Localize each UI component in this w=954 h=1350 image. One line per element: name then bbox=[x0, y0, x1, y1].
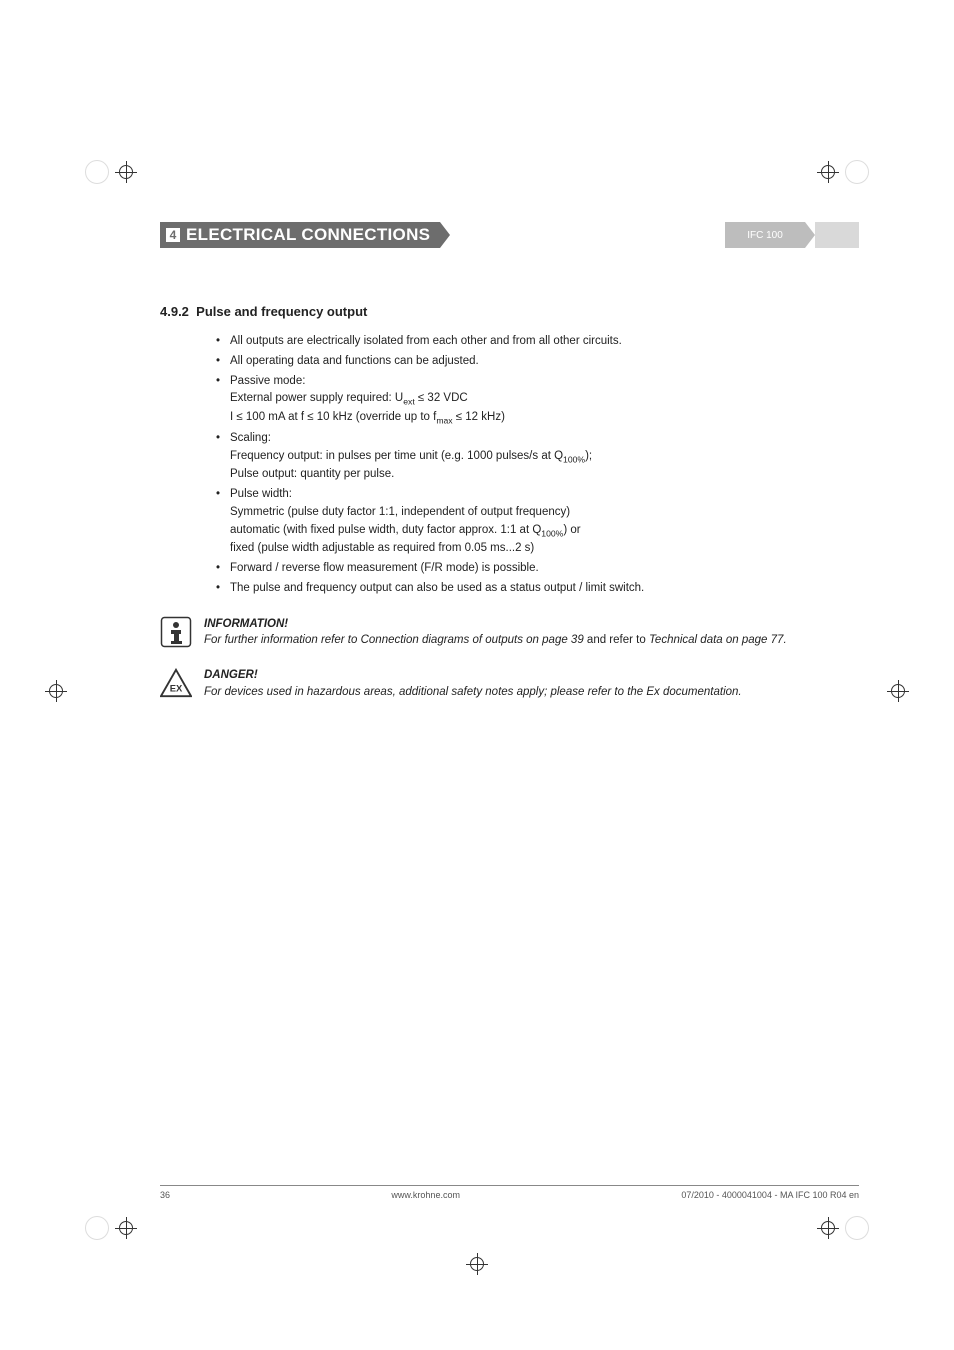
reg-mark-top-right bbox=[817, 160, 869, 184]
footer-site: www.krohne.com bbox=[391, 1190, 460, 1200]
page: 4 ELECTRICAL CONNECTIONS IFC 100 4.9.2 P… bbox=[0, 0, 954, 1350]
list-item-subline: I ≤ 100 mA at f ≤ 10 kHz (override up to… bbox=[230, 409, 859, 428]
list-item-lead: All operating data and functions can be … bbox=[230, 355, 479, 367]
list-item: All outputs are electrically isolated fr… bbox=[216, 333, 859, 351]
danger-note: EX DANGER! For devices used in hazardous… bbox=[160, 667, 859, 700]
list-item-subline: External power supply required: Uext ≤ 3… bbox=[230, 390, 859, 409]
list-item-lead: Scaling: bbox=[230, 432, 271, 444]
list-item-subline: automatic (with fixed pulse width, duty … bbox=[230, 522, 859, 541]
info-icon bbox=[160, 616, 192, 648]
footer-docid: 07/2010 - 4000041004 - MA IFC 100 R04 en bbox=[681, 1190, 859, 1200]
section-heading: 4.9.2 Pulse and frequency output bbox=[160, 304, 859, 319]
information-note: INFORMATION! For further information ref… bbox=[160, 616, 859, 649]
list-item: Forward / reverse flow measurement (F/R … bbox=[216, 560, 859, 578]
info-head: INFORMATION! bbox=[204, 616, 787, 633]
info-text-em2: Technical data on page 77 bbox=[649, 634, 784, 646]
device-badge: IFC 100 bbox=[725, 222, 805, 248]
danger-text: For devices used in hazardous areas, add… bbox=[204, 686, 742, 698]
section-title: Pulse and frequency output bbox=[196, 304, 367, 319]
list-item-subline: fixed (pulse width adjustable as require… bbox=[230, 540, 859, 558]
chapter-header: 4 ELECTRICAL CONNECTIONS IFC 100 bbox=[160, 222, 859, 248]
list-item: Scaling: Frequency output: in pulses per … bbox=[216, 430, 859, 484]
section-number: 4.9.2 bbox=[160, 304, 189, 319]
list-item: All operating data and functions can be … bbox=[216, 353, 859, 371]
footer-page-number: 36 bbox=[160, 1190, 170, 1200]
info-text-post: . bbox=[783, 634, 786, 646]
danger-note-body: DANGER! For devices used in hazardous ar… bbox=[204, 667, 742, 700]
ex-danger-icon: EX bbox=[160, 667, 192, 699]
chapter-header-dark: 4 ELECTRICAL CONNECTIONS bbox=[160, 222, 440, 248]
info-text-pre: For further information refer to bbox=[204, 634, 361, 646]
list-item-lead: The pulse and frequency output can also … bbox=[230, 582, 644, 594]
list-item-subline: Pulse output: quantity per pulse. bbox=[230, 466, 859, 484]
chapter-header-gap bbox=[450, 222, 725, 248]
device-badge-arrow bbox=[805, 222, 815, 248]
list-item-subline: Frequency output: in pulses per time uni… bbox=[230, 448, 859, 467]
list-item: Passive mode: External power supply requi… bbox=[216, 373, 859, 428]
danger-head: DANGER! bbox=[204, 667, 742, 684]
content-area: 4 ELECTRICAL CONNECTIONS IFC 100 4.9.2 P… bbox=[160, 222, 859, 700]
list-item: The pulse and frequency output can also … bbox=[216, 580, 859, 598]
information-note-body: INFORMATION! For further information ref… bbox=[204, 616, 787, 649]
bullet-list: All outputs are electrically isolated fr… bbox=[216, 333, 859, 598]
reg-mark-top-left bbox=[85, 160, 137, 184]
info-text: For further information refer to Connect… bbox=[204, 634, 787, 646]
reg-mark-bottom-left bbox=[85, 1216, 137, 1240]
svg-text:EX: EX bbox=[170, 683, 183, 694]
reg-mark-mid-left bbox=[45, 680, 67, 702]
chapter-header-arrow bbox=[440, 222, 450, 248]
list-item: Pulse width: Symmetric (pulse duty factor… bbox=[216, 486, 859, 558]
page-footer: 36 www.krohne.com 07/2010 - 4000041004 -… bbox=[160, 1185, 859, 1200]
reg-mark-bottom-right bbox=[817, 1216, 869, 1240]
list-item-lead: Passive mode: bbox=[230, 375, 305, 387]
chapter-number: 4 bbox=[166, 228, 180, 242]
list-item-lead: All outputs are electrically isolated fr… bbox=[230, 335, 622, 347]
list-item-lead: Pulse width: bbox=[230, 488, 292, 500]
reg-mark-mid-right bbox=[887, 680, 909, 702]
list-item-subline: Symmetric (pulse duty factor 1:1, indepe… bbox=[230, 504, 859, 522]
info-text-em1: Connection diagrams of outputs on page 3… bbox=[361, 634, 584, 646]
chapter-header-tail bbox=[815, 222, 859, 248]
reg-mark-bottom-center bbox=[466, 1253, 488, 1275]
list-item-lead: Forward / reverse flow measurement (F/R … bbox=[230, 562, 539, 574]
chapter-title: ELECTRICAL CONNECTIONS bbox=[186, 225, 430, 245]
info-text-mid: and refer to bbox=[584, 634, 649, 646]
